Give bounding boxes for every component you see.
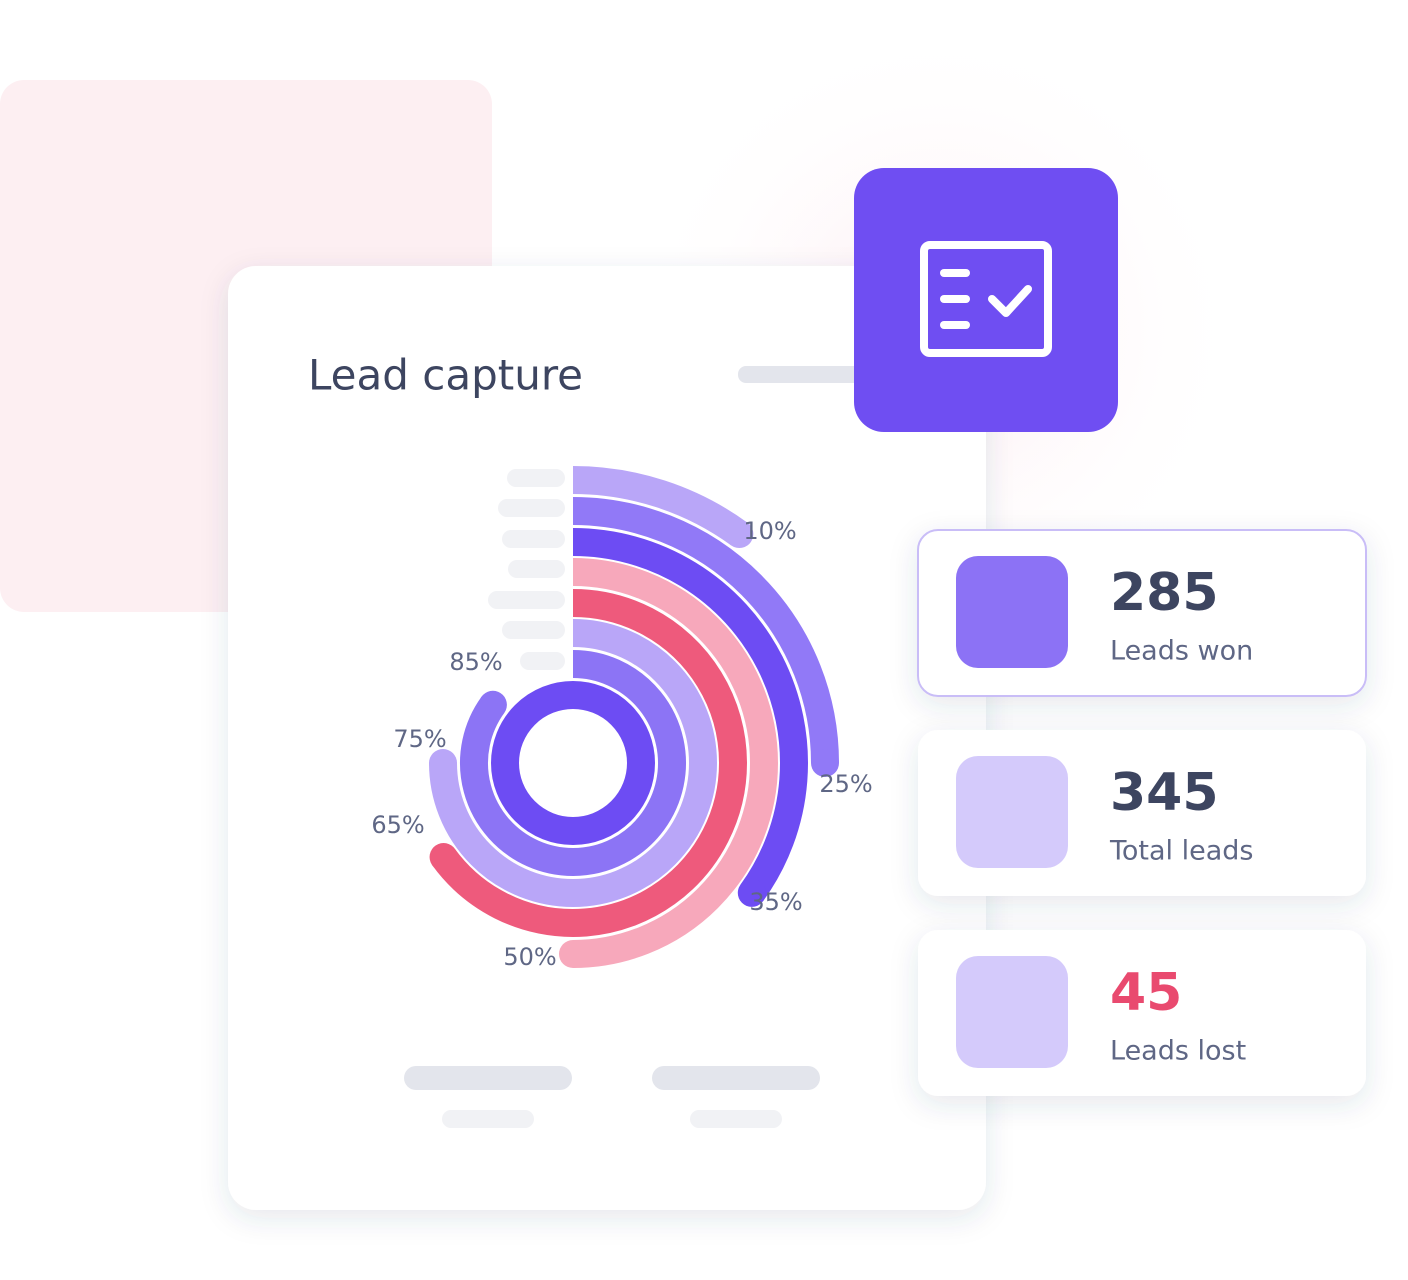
bar-cap [429, 843, 458, 872]
radial-bar [432, 589, 747, 937]
placeholder-footer [442, 1110, 782, 1128]
icon-tile [854, 168, 1118, 432]
placeholder [738, 366, 868, 383]
card [228, 266, 986, 1210]
stats: 285 Leads won 345 Total leads 45 Leads lost [917, 529, 1367, 1096]
stat-value: 285 [1110, 563, 1219, 623]
inner-ring [491, 681, 655, 845]
radial-bar [572, 466, 748, 546]
bar-cap [429, 749, 457, 777]
placeholder-list [488, 469, 565, 670]
value-label: 65% [371, 811, 424, 839]
placeholder-footer [404, 1066, 820, 1090]
stat-swatch [956, 956, 1068, 1068]
bar-cap [725, 520, 754, 549]
value-label: 35% [749, 888, 802, 916]
stat-label: Total leads [1109, 836, 1254, 867]
bar-cap [811, 749, 839, 777]
value-label: 25% [819, 770, 872, 798]
value-label: 50% [503, 943, 556, 971]
value-label: 75% [393, 725, 446, 753]
checklist-icon [920, 241, 1052, 357]
bar-cap [559, 940, 587, 968]
value-label: 10% [743, 517, 796, 545]
radial-bar [572, 528, 808, 902]
value-label: 85% [449, 648, 502, 676]
bar-cap [478, 690, 507, 719]
stat-label: Leads won [1110, 636, 1253, 667]
radial-bar [572, 497, 839, 764]
bar-cap [737, 878, 766, 907]
radial-bar [429, 619, 717, 907]
stat-value: 45 [1110, 963, 1182, 1023]
radial-bar [572, 558, 778, 968]
stat-swatch [956, 756, 1068, 868]
radial-bar [460, 650, 686, 876]
stat-label: Leads lost [1110, 1036, 1246, 1067]
stat-swatch [956, 556, 1068, 668]
radial-chart: 10% 25% 35% 50% 65% 75% 85% [371, 466, 873, 971]
card-title: Lead capture [308, 351, 583, 400]
stat-value: 345 [1110, 763, 1219, 823]
